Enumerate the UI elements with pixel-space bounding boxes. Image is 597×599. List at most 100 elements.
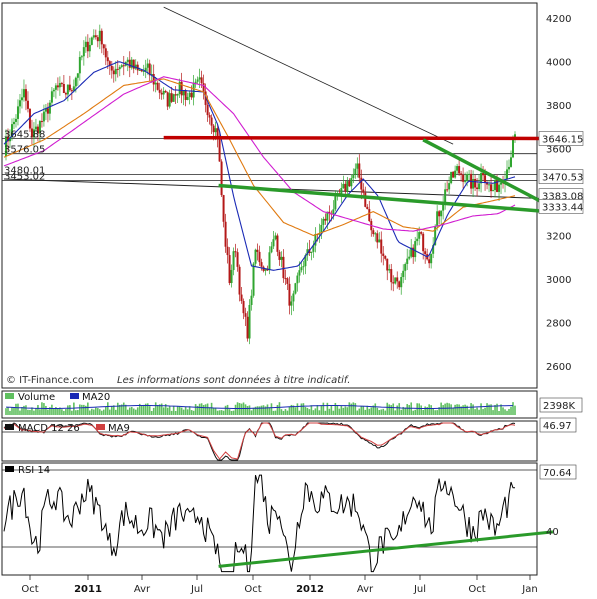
candle-body xyxy=(42,111,45,122)
candle-body xyxy=(140,69,143,72)
volume-bar xyxy=(7,407,9,415)
candle-body xyxy=(304,255,307,267)
volume-bar xyxy=(330,405,333,415)
volume-bar xyxy=(414,409,416,415)
volume-bar xyxy=(224,405,227,415)
volume-bar xyxy=(420,405,422,415)
volume-bar xyxy=(214,407,217,415)
candle-body xyxy=(248,304,251,339)
candle-body xyxy=(60,83,63,85)
volume-bar xyxy=(356,410,359,415)
candle-body xyxy=(182,90,185,96)
candle-body xyxy=(106,57,109,62)
volume-bar xyxy=(444,403,446,415)
volume-legend-swatch xyxy=(5,393,14,399)
candle-body xyxy=(328,211,331,214)
volume-bar xyxy=(322,402,325,415)
volume-bar xyxy=(95,407,97,415)
volume-bar xyxy=(25,405,27,415)
volume-bar xyxy=(376,407,379,415)
candle-body xyxy=(202,83,205,92)
candle-body xyxy=(212,125,215,133)
candle-body xyxy=(428,259,431,264)
volume-bar xyxy=(252,407,255,415)
candle-body xyxy=(196,79,199,82)
volume-bar xyxy=(256,406,259,415)
volume-bar xyxy=(512,402,514,415)
candle-body xyxy=(322,218,325,225)
volume-bar xyxy=(194,404,197,415)
candle-body xyxy=(436,211,439,227)
volume-bar xyxy=(382,408,385,415)
candle-body xyxy=(138,69,141,71)
candle-body xyxy=(490,184,493,192)
candle-body xyxy=(230,270,233,284)
volume-bar xyxy=(360,406,363,415)
volume-bar xyxy=(222,410,225,415)
candle-body xyxy=(48,102,51,114)
candle-body xyxy=(108,61,111,66)
candle-body xyxy=(350,178,353,187)
candle-body xyxy=(242,300,245,314)
candle-body xyxy=(222,195,225,222)
candle-body xyxy=(116,68,119,70)
candle-body xyxy=(258,251,261,263)
candle-body xyxy=(144,67,147,71)
rsi-tick-40: 40 xyxy=(546,527,559,538)
volume-bar xyxy=(294,407,297,415)
price-tick-label: 3600 xyxy=(546,145,571,156)
volume-bar xyxy=(200,403,203,415)
candle-body xyxy=(236,252,239,267)
level-label: 3480.01 xyxy=(4,166,45,177)
volume-bar xyxy=(362,406,365,415)
candle-body xyxy=(216,128,219,140)
volume-bar xyxy=(492,410,494,415)
volume-bar xyxy=(358,408,361,415)
volume-bar xyxy=(148,406,151,415)
candle-body xyxy=(56,85,59,88)
volume-bar xyxy=(442,405,444,415)
candle-body xyxy=(30,128,33,138)
volume-bar xyxy=(170,410,173,415)
candle-body xyxy=(280,256,283,260)
candle-body xyxy=(74,77,77,87)
candle-body xyxy=(300,267,303,271)
volume-bar xyxy=(488,404,490,415)
candle-body xyxy=(296,275,299,284)
candle-body xyxy=(388,269,391,271)
volume-bar xyxy=(124,404,127,415)
volume-bar xyxy=(226,404,229,415)
volume-bar xyxy=(450,404,452,415)
volume-bar xyxy=(298,410,301,415)
volume-bar xyxy=(270,403,273,415)
volume-bar xyxy=(480,403,482,415)
volume-bar xyxy=(122,402,125,415)
volume-bar xyxy=(474,409,476,415)
volume-bar xyxy=(498,410,500,415)
value-tag-box xyxy=(538,199,584,214)
volume-bar xyxy=(438,407,440,415)
volume-bar xyxy=(304,407,307,415)
price-tick-label: 2600 xyxy=(546,362,571,373)
volume-bar xyxy=(97,408,99,415)
candle-body xyxy=(488,184,491,186)
candle-body xyxy=(208,115,211,118)
candle-body xyxy=(500,182,503,185)
candle-body xyxy=(384,255,387,259)
volume-bar xyxy=(65,409,67,415)
resistance-line xyxy=(163,135,543,141)
green-support-line xyxy=(218,183,549,214)
candle-body xyxy=(186,96,189,100)
volume-bar xyxy=(320,405,323,415)
candle-body xyxy=(346,181,349,192)
volume-bar xyxy=(172,405,175,415)
candle-body xyxy=(270,246,273,253)
rsi-legend-swatch xyxy=(5,466,14,472)
candle-body xyxy=(250,295,253,305)
value-tag-label: 3383.08 xyxy=(542,192,583,203)
candle-body xyxy=(104,48,107,58)
candle-body xyxy=(474,178,477,188)
volume-bar xyxy=(434,410,436,415)
candle-body xyxy=(150,73,153,76)
candle-body xyxy=(66,84,69,95)
